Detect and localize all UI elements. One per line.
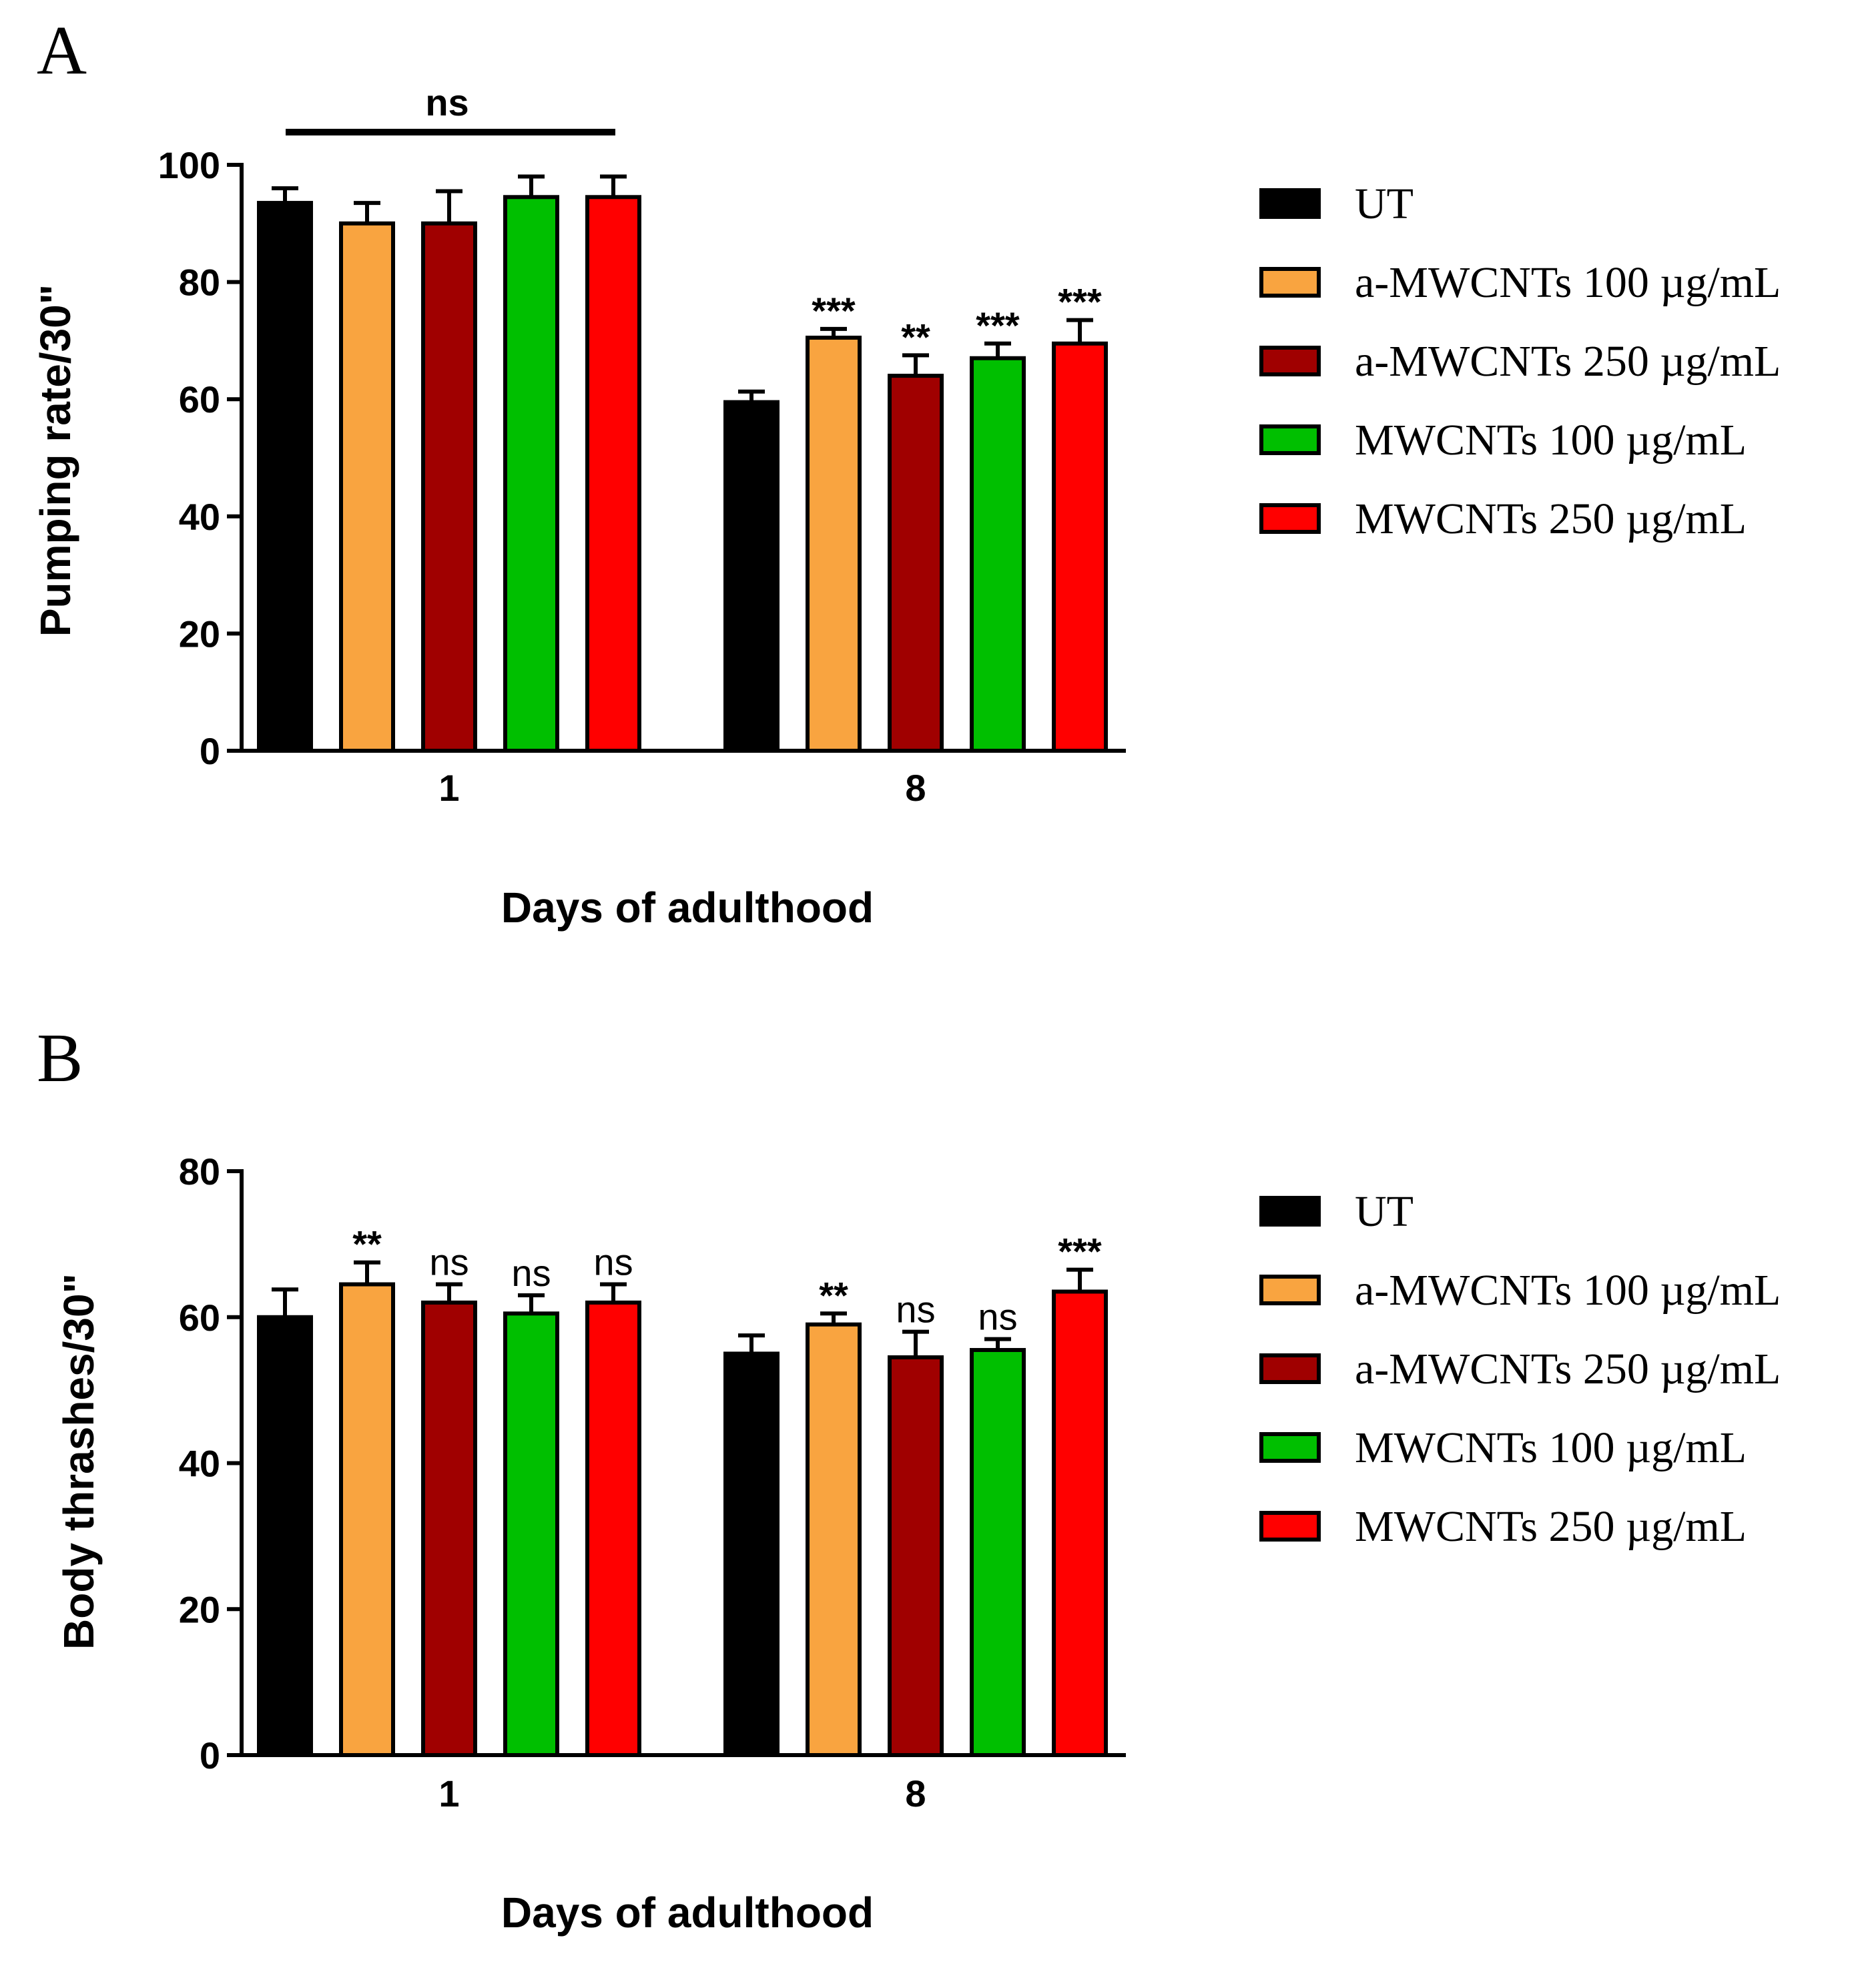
- panel-a-y-tick-label: 40: [179, 496, 220, 538]
- panel-a-x-axis-title: Days of adulthood: [501, 884, 874, 932]
- panel-a-legend-swatch: [1259, 267, 1321, 298]
- panel-b-legend-label: MWCNTs 250 µg/mL: [1355, 1502, 1747, 1551]
- panel-b-y-tick-label: 60: [179, 1297, 220, 1339]
- panel-a-bar: [339, 221, 395, 753]
- panel-a-bar: [257, 201, 313, 753]
- panel-b-y-tick-label: 0: [200, 1734, 220, 1776]
- panel-b-legend-swatch: [1259, 1511, 1321, 1542]
- panel-b-bar: [585, 1300, 641, 1757]
- panel-b-significance-label: ns: [896, 1289, 935, 1331]
- panel-b-label: B: [37, 1020, 83, 1096]
- panel-a-bar: [421, 221, 477, 753]
- panel-a-significance-label: ***: [976, 304, 1020, 346]
- panel-b-x-tick-label: 8: [905, 1772, 926, 1814]
- panel-a-legend-label: UT: [1355, 180, 1414, 228]
- panel-b-bar: [421, 1300, 477, 1757]
- panel-b-bar: [888, 1355, 944, 1757]
- panel-a-significance-label: ***: [1058, 281, 1102, 323]
- panel-a-bar: [970, 356, 1026, 753]
- panel-b-legend-label: MWCNTs 100 µg/mL: [1355, 1423, 1747, 1472]
- panel-b-bar: [257, 1315, 313, 1757]
- panel-a-y-tick-label: 100: [158, 144, 220, 186]
- panel-b-significance-label: ns: [593, 1241, 633, 1283]
- panel-b-bar: [970, 1347, 1026, 1757]
- panel-b-y-tick-label: 20: [179, 1588, 220, 1630]
- panel-a-significance-label: ***: [812, 290, 856, 332]
- panel-b-legend-label: a-MWCNTs 250 µg/mL: [1355, 1345, 1781, 1393]
- panel-b-bar: [1052, 1289, 1108, 1757]
- panel-a-legend-swatch: [1259, 424, 1321, 455]
- panel-b-legend-label: a-MWCNTs 100 µg/mL: [1355, 1266, 1781, 1315]
- panel-b-significance-label: ns: [511, 1252, 551, 1294]
- panel-a-x-tick-label: 1: [438, 767, 459, 809]
- panel-b-legend-swatch: [1259, 1275, 1321, 1305]
- panel-a-legend-label: a-MWCNTs 250 µg/mL: [1355, 337, 1781, 386]
- panel-b-legend-swatch: [1259, 1353, 1321, 1384]
- panel-b-significance-label: ns: [429, 1241, 469, 1283]
- panel-a-label: A: [37, 12, 87, 89]
- panel-b-legend-label: UT: [1355, 1187, 1414, 1236]
- panel-a-x-tick-label: 8: [905, 767, 926, 809]
- panel-b-x-tick-label: 1: [438, 1772, 459, 1814]
- panel-a-significance-label: **: [901, 316, 930, 358]
- panel-a-legend-swatch: [1259, 503, 1321, 534]
- panel-b-bar: [806, 1322, 862, 1757]
- panel-b-legend-swatch: [1259, 1196, 1321, 1227]
- panel-a-bar: [503, 195, 559, 753]
- panel-a-bar: [888, 374, 944, 753]
- panel-a-y-tick-label: 20: [179, 613, 220, 655]
- panel-b-significance-label: **: [352, 1223, 382, 1265]
- panel-a-y-tick-label: 60: [179, 378, 220, 420]
- panel-b-bar: [723, 1351, 780, 1757]
- panel-b-x-axis-title: Days of adulthood: [501, 1889, 874, 1937]
- panel-a-bar: [806, 336, 862, 753]
- panel-b-significance-label: ns: [978, 1296, 1017, 1338]
- panel-a-y-axis-title: Pumping rate/30": [31, 284, 79, 637]
- panel-b-significance-label: ***: [1058, 1231, 1102, 1273]
- panel-a-ns-label: ns: [425, 81, 469, 123]
- panel-a-legend-swatch: [1259, 346, 1321, 376]
- panel-a-bar: [723, 400, 780, 753]
- panel-a-bar: [585, 195, 641, 753]
- panel-a-legend-label: MWCNTs 100 µg/mL: [1355, 416, 1747, 464]
- panel-b-bar: [503, 1311, 559, 1757]
- panel-a-legend-swatch: [1259, 188, 1321, 219]
- panel-b-y-axis-title: Body thrashes/30": [55, 1273, 103, 1650]
- panel-a-legend-label: MWCNTs 250 µg/mL: [1355, 494, 1747, 543]
- panel-a-y-tick-label: 80: [179, 262, 220, 304]
- panel-b-y-tick-label: 40: [179, 1443, 220, 1485]
- panel-a-bar: [1052, 341, 1108, 753]
- panel-b-significance-label: **: [819, 1274, 848, 1316]
- panel-a-y-tick-label: 0: [200, 730, 220, 772]
- panel-b-bar: [339, 1282, 395, 1757]
- panel-a-legend-label: a-MWCNTs 100 µg/mL: [1355, 258, 1781, 307]
- panel-b-y-tick-label: 80: [179, 1150, 220, 1193]
- panel-b-legend-swatch: [1259, 1432, 1321, 1463]
